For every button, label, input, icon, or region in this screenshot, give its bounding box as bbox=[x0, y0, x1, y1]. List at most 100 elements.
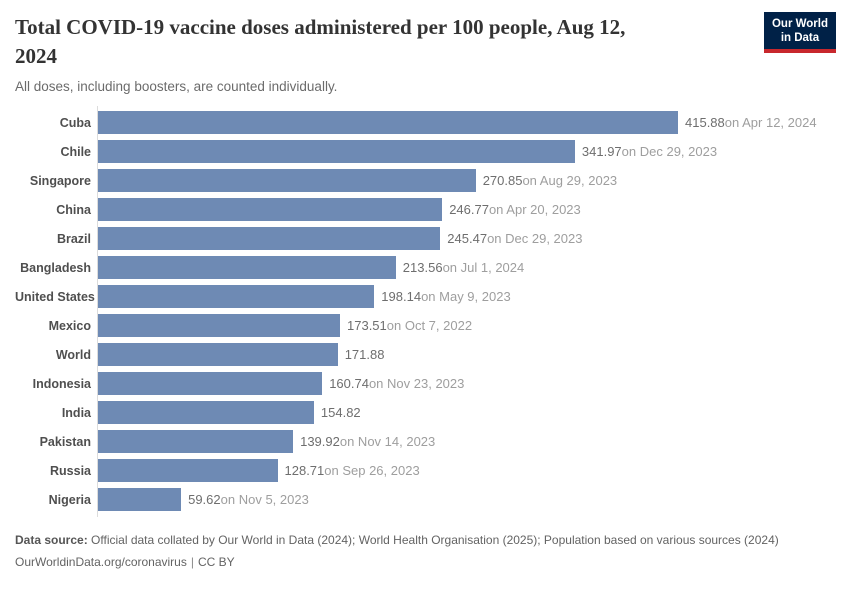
value-label: 128.71 bbox=[284, 463, 325, 478]
bar[interactable] bbox=[98, 111, 678, 134]
date-label: on Nov 14, 2023 bbox=[339, 434, 436, 449]
chart-subtitle: All doses, including boosters, are count… bbox=[15, 79, 338, 94]
bar-track: 198.14 on May 9, 2023 bbox=[98, 282, 835, 311]
chart-row: Mexico 173.51 on Oct 7, 2022 bbox=[15, 311, 835, 340]
data-source-text: Official data collated by Our World in D… bbox=[87, 533, 779, 547]
date-label: on May 9, 2023 bbox=[421, 289, 511, 304]
owid-logo-line2: in Data bbox=[780, 32, 820, 44]
chart-row: Brazil 245.47 on Dec 29, 2023 bbox=[15, 224, 835, 253]
value-label: 246.77 bbox=[449, 202, 489, 217]
bar-track: 59.62 on Nov 5, 2023 bbox=[98, 485, 835, 514]
bar[interactable] bbox=[98, 285, 375, 308]
entity-label: Indonesia bbox=[32, 376, 91, 391]
bar[interactable] bbox=[98, 459, 278, 482]
bar-track: 246.77 on Apr 20, 2023 bbox=[98, 195, 835, 224]
bar-track: 154.82 bbox=[98, 398, 835, 427]
value-label: 160.74 bbox=[329, 376, 369, 391]
bar[interactable] bbox=[98, 169, 476, 192]
entity-label: China bbox=[56, 202, 91, 217]
date-label: on Dec 29, 2023 bbox=[487, 231, 583, 246]
chart-row: Bangladesh 213.56 on Jul 1, 2024 bbox=[15, 253, 835, 282]
chart-header: Total COVID-19 vaccine doses administere… bbox=[15, 13, 835, 94]
chart-row: Russia 128.71 on Sep 26, 2023 bbox=[15, 456, 835, 485]
entity-label: World bbox=[55, 347, 91, 362]
bar-track: 415.88 on Apr 12, 2024 bbox=[98, 108, 835, 137]
license-label: CC BY bbox=[197, 555, 235, 569]
bar-track: 341.97 on Dec 29, 2023 bbox=[98, 137, 835, 166]
entity-label: Brazil bbox=[56, 231, 91, 246]
bar-track: 213.56 on Jul 1, 2024 bbox=[98, 253, 835, 282]
date-label: on Aug 29, 2023 bbox=[522, 173, 618, 188]
bar-track: 245.47 on Dec 29, 2023 bbox=[98, 224, 835, 253]
chart-row: India 154.82 bbox=[15, 398, 835, 427]
footer-separator: | bbox=[190, 555, 194, 569]
entity-label: Bangladesh bbox=[20, 260, 91, 275]
entity-label: United States bbox=[15, 289, 95, 304]
bar[interactable] bbox=[98, 343, 338, 366]
chart-row: Cuba 415.88 on Apr 12, 2024 bbox=[15, 108, 835, 137]
date-label: on Jul 1, 2024 bbox=[442, 260, 525, 275]
bar-track: 173.51 on Oct 7, 2022 bbox=[98, 311, 835, 340]
data-source-line: Data source: Official data collated by O… bbox=[15, 532, 837, 548]
chart-title-line1: Total COVID-19 vaccine doses administere… bbox=[15, 15, 626, 39]
entity-label: Cuba bbox=[59, 115, 91, 130]
value-label: 154.82 bbox=[320, 405, 361, 420]
value-label: 139.92 bbox=[300, 434, 340, 449]
bar[interactable] bbox=[98, 372, 323, 395]
value-label: 59.62 bbox=[188, 492, 221, 507]
entity-label: Nigeria bbox=[48, 492, 91, 507]
chart-title-line2: 2024 bbox=[15, 44, 57, 68]
date-label: on Dec 29, 2023 bbox=[621, 144, 718, 159]
bar[interactable] bbox=[98, 430, 294, 453]
bar[interactable] bbox=[98, 256, 396, 279]
bar[interactable] bbox=[98, 227, 441, 250]
date-label: on Sep 26, 2023 bbox=[324, 463, 420, 478]
entity-label: Russia bbox=[50, 463, 91, 478]
bar[interactable] bbox=[98, 488, 182, 511]
value-label: 213.56 bbox=[402, 260, 443, 275]
chart-row: Pakistan 139.92 on Nov 14, 2023 bbox=[15, 427, 835, 456]
bar-track: 171.88 bbox=[98, 340, 835, 369]
value-label: 415.88 bbox=[685, 115, 725, 130]
value-label: 341.97 bbox=[581, 144, 622, 159]
chart-footer: Data source: Official data collated by O… bbox=[15, 532, 837, 570]
bar[interactable] bbox=[98, 401, 314, 424]
chart-row: Nigeria 59.62 on Nov 5, 2023 bbox=[15, 485, 835, 514]
owid-logo-line1: Our World bbox=[771, 18, 828, 30]
bar-chart: Cuba 415.88 on Apr 12, 2024 Chile 341.97 on D… bbox=[15, 106, 835, 517]
chart-title: Total COVID-19 vaccine doses administere… bbox=[15, 13, 835, 71]
chart-row: Singapore 270.85 on Aug 29, 2023 bbox=[15, 166, 835, 195]
owid-url-link[interactable]: OurWorldinData.org/coronavirus bbox=[15, 555, 187, 569]
chart-row: Indonesia 160.74 on Nov 23, 2023 bbox=[15, 369, 835, 398]
date-label: on Apr 20, 2023 bbox=[488, 202, 581, 217]
bar-track: 160.74 on Nov 23, 2023 bbox=[98, 369, 835, 398]
chart-row: United States 198.14 on May 9, 2023 bbox=[15, 282, 835, 311]
date-label: on Nov 5, 2023 bbox=[220, 492, 309, 507]
value-label: 171.88 bbox=[344, 347, 385, 362]
value-label: 173.51 bbox=[347, 318, 387, 333]
bar[interactable] bbox=[98, 140, 575, 163]
value-label: 198.14 bbox=[381, 289, 422, 304]
entity-label: Singapore bbox=[29, 173, 91, 188]
entity-label: Mexico bbox=[48, 318, 91, 333]
footer-links-line: OurWorldinData.org/coronavirus | CC BY bbox=[15, 554, 837, 570]
bar[interactable] bbox=[98, 314, 340, 337]
bar-track: 270.85 on Aug 29, 2023 bbox=[98, 166, 835, 195]
chart-row: China 246.77 on Apr 20, 2023 bbox=[15, 195, 835, 224]
chart-row: Chile 341.97 on Dec 29, 2023 bbox=[15, 137, 835, 166]
entity-label: Chile bbox=[60, 144, 91, 159]
bar-track: 139.92 on Nov 14, 2023 bbox=[98, 427, 835, 456]
entity-label: India bbox=[61, 405, 91, 420]
chart-rows: Cuba 415.88 on Apr 12, 2024 Chile 341.97 on D… bbox=[15, 108, 835, 514]
value-label: 245.47 bbox=[447, 231, 488, 246]
bar-track: 128.71 on Sep 26, 2023 bbox=[98, 456, 835, 485]
bar[interactable] bbox=[98, 198, 443, 221]
chart-row: World 171.88 bbox=[15, 340, 835, 369]
y-axis-line bbox=[97, 106, 98, 517]
value-label: 270.85 bbox=[482, 173, 523, 188]
data-source-label: Data source: bbox=[15, 533, 88, 547]
entity-label: Pakistan bbox=[39, 434, 91, 449]
date-label: on Oct 7, 2022 bbox=[386, 318, 473, 333]
date-label: on Nov 23, 2023 bbox=[368, 376, 465, 391]
